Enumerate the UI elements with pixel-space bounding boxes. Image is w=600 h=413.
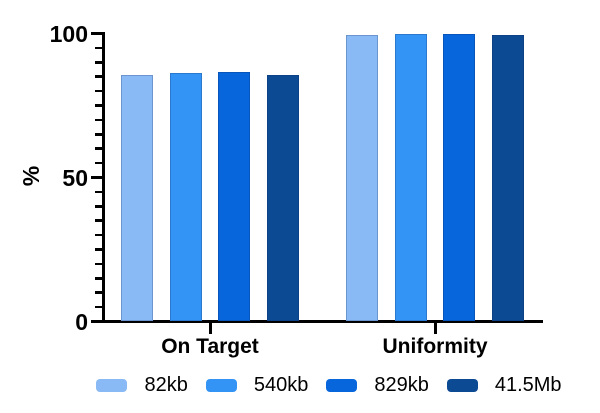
legend-swatch-41.5Mb: [446, 378, 478, 392]
legend-label-82kb: 82kb: [144, 374, 188, 396]
bar-829kb-uniformity: [443, 33, 476, 322]
category-label-on-target: On Target: [161, 335, 259, 358]
y-tick-minor-10: [95, 291, 105, 294]
bar-540kb-on-target: [169, 72, 202, 322]
legend-item-82kb: 82kb: [96, 374, 188, 396]
bar-82kb-uniformity: [346, 34, 379, 322]
y-tick-label-0: 0: [75, 308, 88, 335]
y-tick-minor-30: [95, 233, 105, 237]
legend-swatch-540kb: [205, 378, 237, 392]
legend-swatch-829kb: [326, 378, 358, 392]
y-tick-minor-55: [95, 161, 105, 165]
y-tick-label-50: 50: [62, 164, 88, 191]
category-tick-on-target: [208, 323, 212, 334]
y-tick-minor-5: [95, 305, 105, 309]
bar-41.5Mb-uniformity: [491, 34, 524, 322]
y-tick-label-100: 100: [49, 20, 88, 47]
y-tick-minor-45: [95, 190, 105, 194]
y-tick-major-0: [91, 320, 105, 323]
category-label-uniformity: Uniformity: [382, 335, 488, 358]
legend-label-829kb: 829kb: [374, 374, 429, 396]
bar-41.5Mb-on-target: [266, 74, 299, 322]
y-tick-minor-80: [95, 89, 105, 93]
y-tick-minor-70: [95, 118, 105, 122]
x-axis-line: [102, 320, 543, 323]
bar-540kb-uniformity: [394, 34, 427, 322]
y-tick-minor-90: [95, 61, 105, 64]
category-tick-uniformity: [433, 323, 437, 334]
legend-item-41.5Mb: 41.5Mb: [446, 374, 562, 396]
y-tick-minor-25: [95, 248, 105, 251]
y-tick-minor-15: [95, 277, 105, 280]
y-tick-minor-85: [95, 75, 105, 78]
y-tick-minor-95: [95, 46, 105, 50]
bar-82kb-on-target: [121, 74, 154, 322]
legend-label-41.5Mb: 41.5Mb: [494, 374, 562, 396]
y-tick-minor-40: [95, 205, 105, 208]
legend-item-540kb: 540kb: [205, 374, 309, 396]
legend: 82kb 540kb 829kb 41.5Mb: [0, 374, 600, 396]
legend-swatch-82kb: [96, 378, 128, 392]
y-tick-minor-75: [95, 104, 105, 107]
y-tick-major-50: [91, 176, 105, 179]
legend-item-829kb: 829kb: [326, 374, 429, 396]
bar-829kb-on-target: [218, 72, 251, 322]
y-tick-minor-20: [95, 262, 105, 266]
y-tick-minor-35: [95, 219, 105, 222]
y-tick-major-100: [91, 32, 105, 35]
y-tick-minor-60: [95, 147, 105, 150]
y-tick-minor-65: [95, 133, 105, 136]
legend-label-540kb: 540kb: [253, 374, 309, 396]
